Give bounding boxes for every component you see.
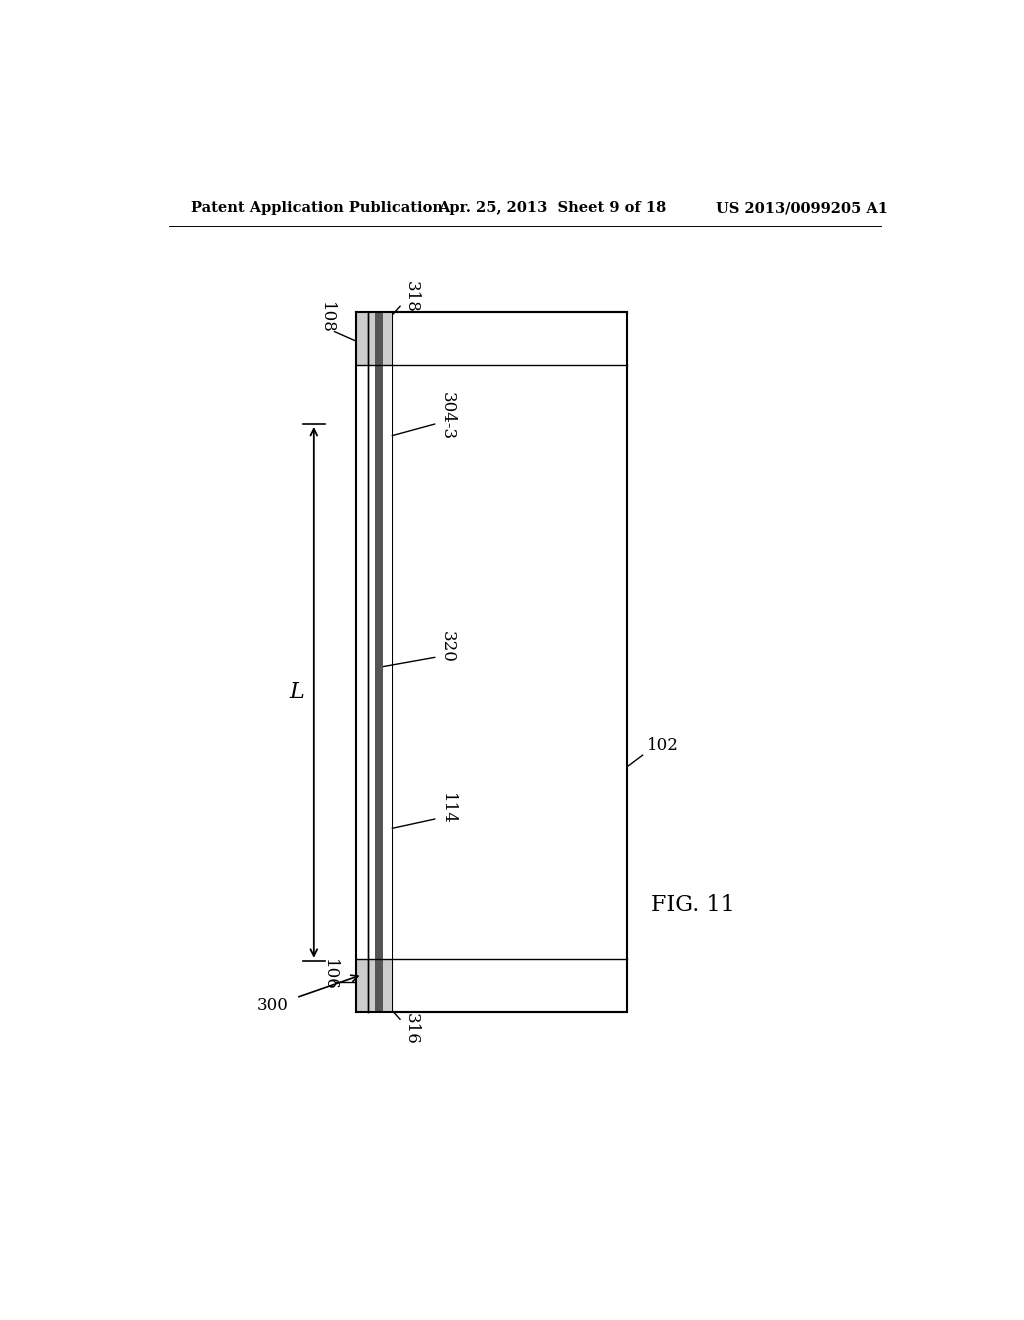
Bar (368, 313, 392, 364)
Text: 300: 300 (257, 997, 289, 1014)
Text: L: L (290, 681, 304, 704)
Text: Apr. 25, 2013  Sheet 9 of 18: Apr. 25, 2013 Sheet 9 of 18 (438, 202, 667, 215)
Text: 318: 318 (403, 281, 420, 313)
Bar (392, 313, 628, 1011)
Bar (356, 313, 368, 364)
Bar (356, 960, 368, 1011)
Bar (368, 960, 392, 1011)
Text: 316: 316 (403, 1012, 420, 1044)
Bar (375, 313, 383, 1011)
Text: 108: 108 (318, 302, 336, 334)
Text: Patent Application Publication: Patent Application Publication (190, 202, 442, 215)
Text: 114: 114 (438, 793, 456, 825)
Bar (368, 313, 392, 1011)
Text: 320: 320 (438, 631, 456, 663)
Text: US 2013/0099205 A1: US 2013/0099205 A1 (716, 202, 888, 215)
Text: 106: 106 (321, 958, 338, 990)
Text: 102: 102 (646, 737, 678, 754)
Text: 304-3: 304-3 (438, 392, 456, 441)
Text: FIG. 11: FIG. 11 (651, 895, 734, 916)
